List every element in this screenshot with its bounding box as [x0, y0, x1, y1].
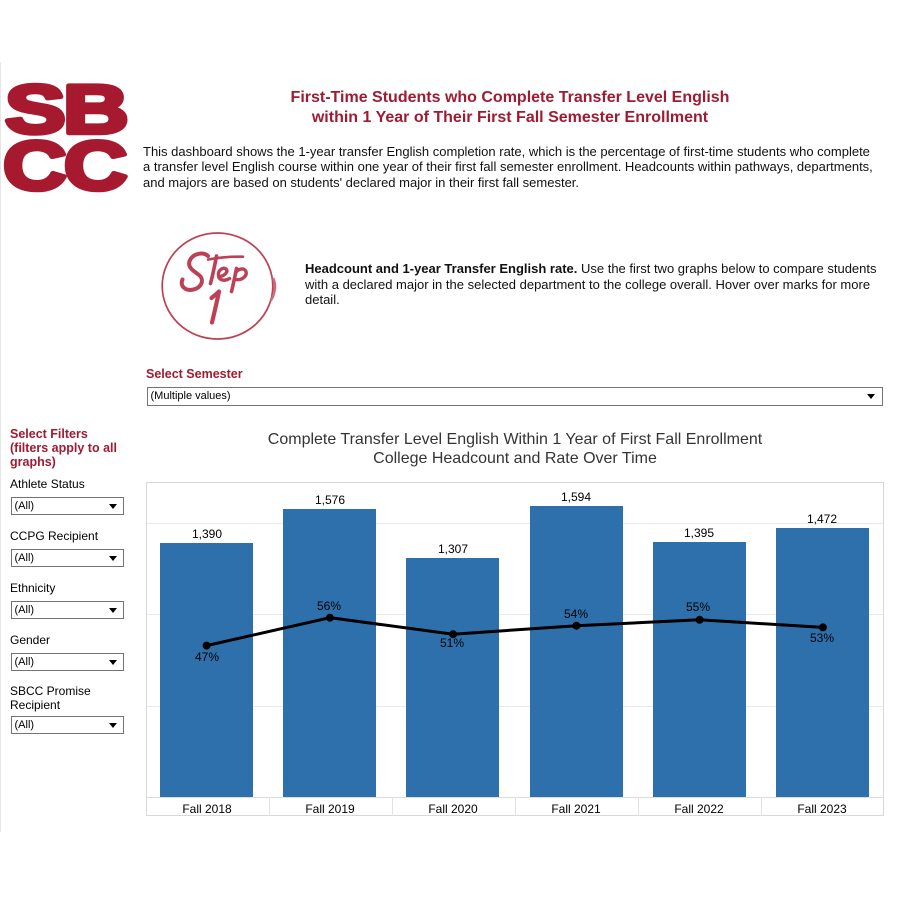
svg-text:SB: SB [5, 76, 126, 148]
svg-text:CC: CC [3, 127, 125, 200]
